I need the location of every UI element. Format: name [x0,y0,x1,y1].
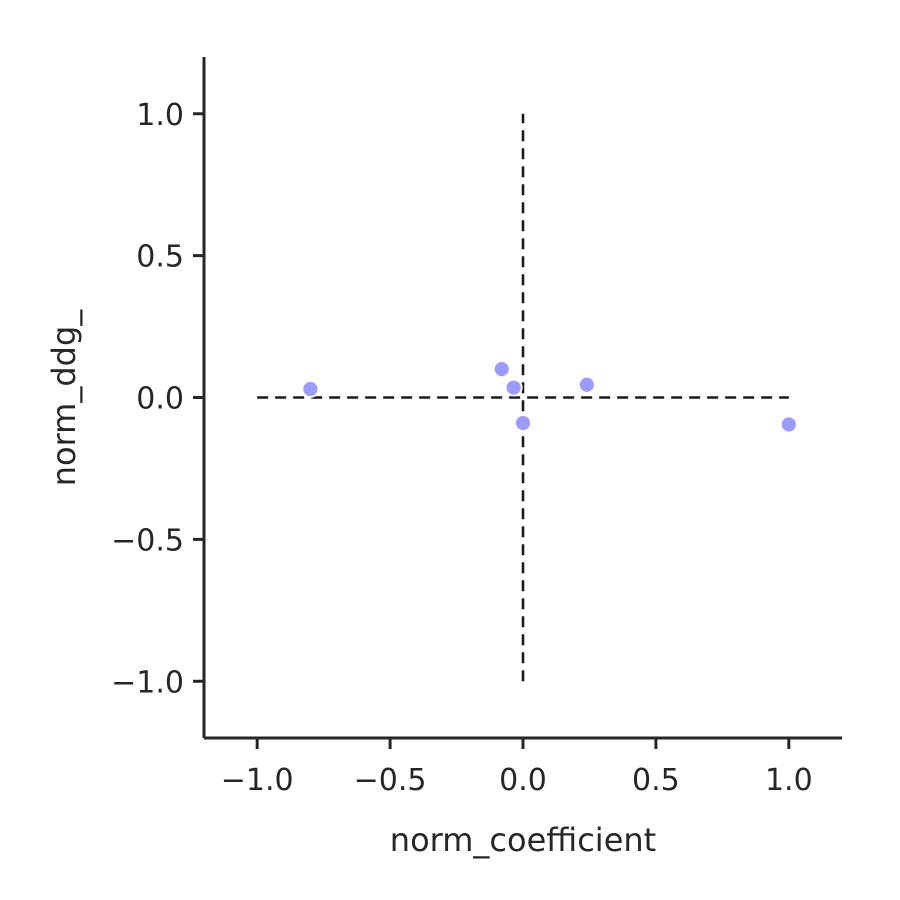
reference-lines [257,113,789,682]
data-point [504,378,523,397]
y-tick-label: 0.5 [136,240,184,275]
y-tick-label: −0.5 [111,523,184,558]
y-axis-ticks: −1.0 −0.5 0.0 0.5 1.0 [111,98,204,700]
data-point [301,380,320,398]
x-tick-label: −1.0 [221,763,294,798]
data-point [492,360,511,379]
y-tick-label: 0.0 [136,382,184,417]
y-tick-label: −1.0 [111,665,184,700]
x-tick-label: 0.5 [632,763,680,798]
x-tick-label: −0.5 [354,763,427,798]
y-axis-title: norm_ddg_ [45,309,83,487]
data-points [301,360,798,434]
x-tick-label: 1.0 [765,763,813,798]
x-axis-ticks: −1.0 −0.5 0.0 0.5 1.0 [221,738,813,798]
x-tick-label: 0.0 [499,763,547,798]
data-point [514,414,532,432]
x-axis-title: norm_coefficient [390,821,656,859]
data-point [577,375,596,394]
data-point [779,415,798,434]
y-tick-label: 1.0 [136,98,184,133]
